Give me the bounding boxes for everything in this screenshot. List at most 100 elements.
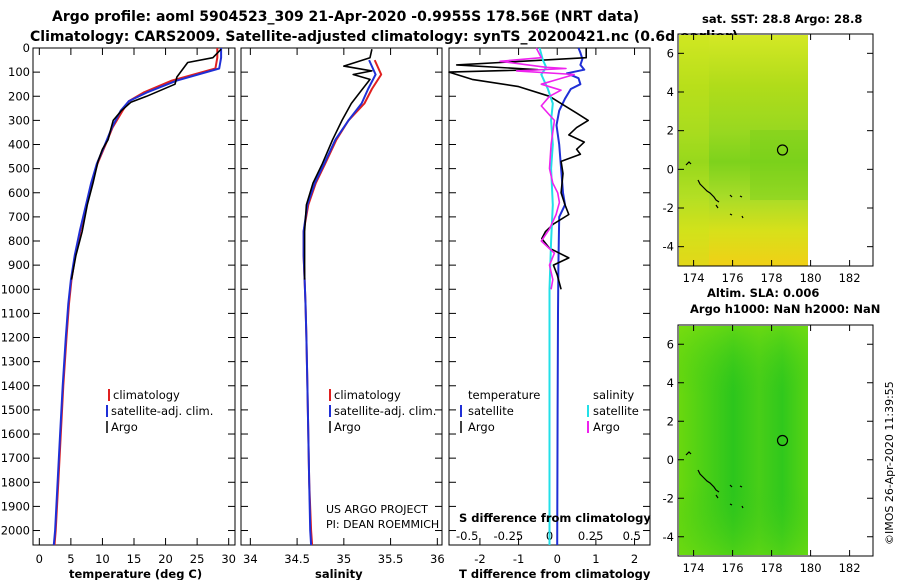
y-tick-label: 1100 (1, 306, 30, 320)
series-line-argo (70, 48, 222, 280)
x-tick-label: -1 (513, 552, 524, 566)
map-x-tick-label: 182 (839, 271, 861, 285)
x-tick-label: 5 (67, 552, 74, 566)
difference-top-xlabel: S difference from climatology (459, 511, 651, 525)
x-tick-label: 0 (36, 552, 43, 566)
x-tick-label: -2 (474, 552, 485, 566)
x-tick-label: 15 (127, 552, 142, 566)
y-tick-label: 100 (8, 65, 30, 79)
credit-project: US ARGO PROJECT (326, 503, 428, 516)
legend-label-argo: Argo (111, 420, 138, 434)
series-line-climatology (302, 59, 383, 546)
y-tick-label: 1400 (1, 379, 30, 393)
map-x-tick-label: 182 (839, 561, 861, 575)
salinity-legend: climatology satellite-adj. clim. Argo (329, 388, 436, 434)
map-x-tick-label: 180 (800, 561, 822, 575)
map-y-tick-label: 2 (667, 414, 674, 428)
header-line-1: Argo profile: aoml 5904523_309 21-Apr-20… (52, 9, 639, 25)
legend-label-argo: Argo (334, 420, 361, 434)
x-tick-label: 34.5 (284, 552, 310, 566)
legend-label-satellite-adj: satellite-adj. clim. (111, 404, 213, 418)
map-y-tick-label: -4 (663, 240, 674, 254)
top-x-tick-label: 0.25 (578, 529, 604, 543)
sst-map-panel: sat. SST: 28.8 Argo: 28.8 174 176 178 180 18… (663, 12, 874, 285)
legend-label-t-satellite: satellite (468, 404, 514, 418)
y-tick-label: 0 (23, 41, 30, 55)
temperature-xlabel: temperature (deg C) (69, 567, 202, 580)
y-tick-label: 200 (8, 89, 30, 103)
y-tick-label: 400 (8, 138, 30, 152)
sla-map-frame (677, 324, 874, 557)
map-y-tick-label: 0 (667, 453, 674, 467)
coastline-islands (685, 161, 744, 219)
x-tick-label: 36 (430, 552, 445, 566)
series-line-satellite-adj-clim- (52, 48, 223, 546)
x-tick-label: 35 (337, 552, 352, 566)
map-y-tick-label: -2 (663, 201, 674, 215)
legend-label-climatology: climatology (334, 388, 401, 402)
x-tick-label: 34 (243, 552, 258, 566)
y-tick-label: 1900 (1, 499, 30, 513)
sst-map-frame (677, 33, 874, 267)
legend-title-salinity: salinity (593, 388, 634, 402)
series-line-s-satellite (538, 47, 554, 545)
map-y-tick-label: 6 (667, 337, 674, 351)
map-y-tick-label: -4 (663, 530, 674, 544)
map-x-tick-label: 174 (683, 561, 705, 575)
map-y-tick-label: 2 (667, 124, 674, 138)
map-y-tick-label: 4 (667, 85, 674, 99)
y-tick-label: 1000 (1, 282, 30, 296)
salinity-panel: 34 34.5 35 35.5 36 salinity climatology sate… (240, 47, 445, 580)
map-y-tick-label: -2 (663, 491, 674, 505)
salinity-plot-frame (240, 47, 443, 546)
sst-map-title: sat. SST: 28.8 Argo: 28.8 (702, 12, 862, 26)
map-y-tick-label: 6 (667, 46, 674, 60)
legend-label-t-argo: Argo (468, 420, 495, 434)
map-x-tick-label: 178 (761, 561, 783, 575)
series-line-argo (303, 49, 373, 280)
credit-pi: PI: DEAN ROEMMICH (326, 518, 439, 531)
y-tick-label: 800 (8, 234, 30, 248)
sla-map-subtitle: Argo h1000: NaN h2000: NaN (690, 302, 880, 316)
legend-title-temperature: temperature (468, 388, 540, 402)
map-x-tick-label: 178 (761, 271, 783, 285)
top-x-tick-label: -0.25 (493, 529, 523, 543)
x-tick-label: 2 (631, 552, 638, 566)
sst-heatmap-field (679, 35, 808, 266)
map-x-tick-label: 176 (722, 271, 744, 285)
imos-timestamp: ©IMOS 26-Apr-2020 11:39:55 (883, 381, 896, 545)
y-tick-label: 500 (8, 162, 30, 176)
sla-coastline (685, 451, 744, 509)
series-line-climatology (53, 48, 219, 546)
header-line-2: Climatology: CARS2009. Satellite-adjuste… (30, 29, 738, 45)
legend-label-s-satellite: satellite (593, 404, 639, 418)
x-tick-label: 0 (554, 552, 561, 566)
y-tick-label: 1200 (1, 331, 30, 345)
y-tick-label: 1800 (1, 475, 30, 489)
temperature-panel: 0100200300400500600700800900100011001200… (1, 41, 236, 580)
series-line-s-argo (499, 47, 576, 290)
top-x-tick-label: -0.5 (456, 529, 478, 543)
map-x-tick-label: 176 (722, 561, 744, 575)
series-line-t-argo (448, 48, 590, 290)
sst-heatmap-warm-patch (750, 130, 808, 200)
legend-label-climatology: climatology (113, 388, 180, 402)
y-tick-label: 900 (8, 258, 30, 272)
x-tick-label: 10 (95, 552, 110, 566)
x-tick-label: 1 (592, 552, 599, 566)
sla-heatmap-shading (679, 326, 808, 555)
sst-heatmap-west-band (679, 35, 709, 266)
map-x-tick-label: 174 (683, 271, 705, 285)
y-tick-label: 600 (8, 186, 30, 200)
float-position-marker (776, 434, 789, 447)
series-line-t-satellite (555, 47, 586, 546)
map-y-tick-label: 0 (667, 162, 674, 176)
sla-map-panel: Altim. SLA: 0.006 Argo h1000: NaN h2000:… (663, 286, 881, 575)
series-line-satellite-adj-clim- (302, 59, 377, 546)
y-tick-label: 2000 (1, 524, 30, 538)
top-x-tick-label: 0.5 (623, 529, 641, 543)
sst-coastline (685, 161, 744, 219)
difference-legend: temperature salinity satellite Argo sate… (460, 388, 639, 434)
difference-xlabel: T difference from climatology (459, 567, 651, 580)
